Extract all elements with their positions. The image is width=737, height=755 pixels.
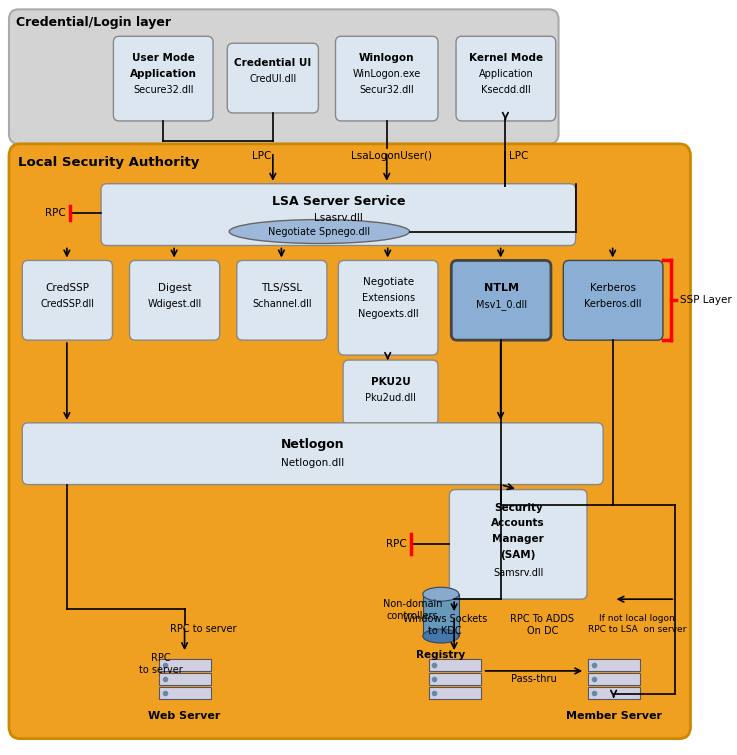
Text: LPC: LPC [509,151,528,161]
Text: Pku2ud.dll: Pku2ud.dll [365,393,416,403]
FancyBboxPatch shape [237,260,327,341]
Text: CredSSP: CredSSP [46,283,89,294]
Text: Accounts: Accounts [492,519,545,528]
FancyBboxPatch shape [338,260,438,355]
Text: Schannel.dll: Schannel.dll [252,299,312,310]
Text: Netlogon: Netlogon [281,438,344,451]
Text: LsaLogonUser(): LsaLogonUser() [351,151,432,161]
Bar [588,673,640,685]
Text: Samsrv.dll: Samsrv.dll [493,569,543,578]
Text: Ksecdd.dll: Ksecdd.dll [481,85,531,95]
Text: Non-domain
controllers: Non-domain controllers [383,599,442,621]
FancyBboxPatch shape [22,423,603,485]
Text: Winlogon: Winlogon [359,53,414,63]
Text: Lsasrv.dll: Lsasrv.dll [314,213,363,223]
Bar [159,687,212,699]
Bar [423,594,459,636]
Text: Web Server: Web Server [148,710,221,721]
Text: WinLogon.exe: WinLogon.exe [352,69,421,79]
Text: LPC: LPC [252,151,271,161]
Text: Kernel Mode: Kernel Mode [469,53,543,63]
Text: If not local logon
RPC to LSA  on server: If not local logon RPC to LSA on server [588,614,686,633]
Text: Wdigest.dll: Wdigest.dll [147,299,202,310]
Bar [428,687,481,699]
Text: Kerberos.dll: Kerberos.dll [584,299,642,310]
Text: Windows Sockets
to KDC: Windows Sockets to KDC [402,614,486,636]
Text: Extensions: Extensions [362,293,415,304]
Text: SSP Layer: SSP Layer [680,295,732,305]
FancyBboxPatch shape [101,183,576,245]
Text: RPC To ADDS
On DC: RPC To ADDS On DC [511,614,574,636]
Text: Security: Security [494,503,542,513]
FancyBboxPatch shape [335,36,438,121]
Text: Application: Application [478,69,534,79]
Text: Credential UI: Credential UI [234,58,312,68]
Text: RPC
to server: RPC to server [139,653,183,675]
Bar [428,659,481,671]
Text: Kerberos: Kerberos [590,283,636,294]
Text: RPC to server: RPC to server [170,624,237,634]
FancyBboxPatch shape [9,144,691,738]
Text: User Mode: User Mode [132,53,195,63]
Text: Netlogon.dll: Netlogon.dll [281,458,344,467]
FancyBboxPatch shape [563,260,663,341]
FancyBboxPatch shape [450,489,587,599]
Text: Application: Application [130,69,197,79]
Text: Credential/Login layer: Credential/Login layer [15,17,171,29]
Text: CredSSP.dll: CredSSP.dll [41,299,94,310]
Text: RPC: RPC [386,539,407,550]
Bar [159,673,212,685]
Text: Member Server: Member Server [565,710,662,721]
Text: Negoexts.dll: Negoexts.dll [358,310,419,319]
FancyBboxPatch shape [22,260,113,341]
Text: Manager: Manager [492,535,544,544]
Text: Digest: Digest [158,283,192,294]
Text: CredUI.dll: CredUI.dll [249,74,296,84]
FancyBboxPatch shape [130,260,220,341]
Bar [428,673,481,685]
Ellipse shape [423,587,459,601]
FancyBboxPatch shape [451,260,551,341]
FancyBboxPatch shape [9,9,559,144]
Text: Secur32.dll: Secur32.dll [360,85,414,95]
Text: Negotiate Spnego.dll: Negotiate Spnego.dll [268,226,371,236]
Text: Local Security Authority: Local Security Authority [18,156,200,169]
Bar [159,659,212,671]
FancyBboxPatch shape [456,36,556,121]
FancyBboxPatch shape [227,43,318,113]
Text: Negotiate: Negotiate [363,277,413,288]
Text: TLS/SSL: TLS/SSL [262,283,302,294]
Bar [588,659,640,671]
Ellipse shape [423,629,459,643]
Ellipse shape [229,220,410,244]
Text: Secure32.dll: Secure32.dll [133,85,194,95]
Text: LSA Server Service: LSA Server Service [272,195,405,208]
Bar [588,687,640,699]
Text: RPC: RPC [45,208,66,217]
Text: (SAM): (SAM) [500,550,536,560]
Text: Msv1_0.dll: Msv1_0.dll [475,299,527,310]
Text: Registry: Registry [416,650,466,660]
Text: Pass-thru: Pass-thru [511,674,556,684]
FancyBboxPatch shape [343,360,438,425]
Text: PKU2U: PKU2U [371,377,411,387]
FancyBboxPatch shape [113,36,213,121]
Text: NTLM: NTLM [483,283,519,294]
